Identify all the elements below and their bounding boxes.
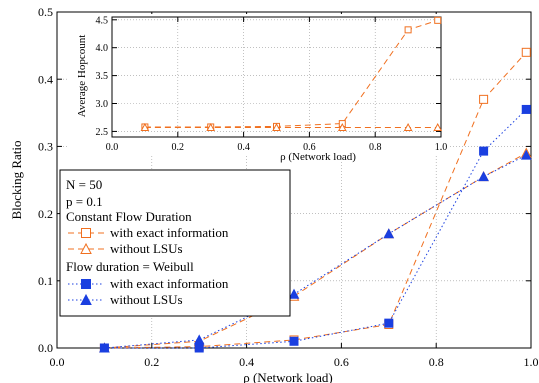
legend-entry-weib-nolsu: without LSUs bbox=[110, 292, 183, 307]
x-tick-label: 1.0 bbox=[435, 142, 448, 153]
data-point bbox=[521, 47, 531, 57]
y-tick-label: 0.1 bbox=[38, 274, 53, 288]
x-tick-label: 0.4 bbox=[239, 355, 254, 369]
data-point bbox=[99, 342, 110, 353]
series-line bbox=[104, 154, 527, 349]
inset-ticks: 0.0 0.2 0.4 0.6 0.8 1.0 2.5 3.0 3.5 4.0 4.5 bbox=[96, 15, 448, 153]
y-tick-label: 2.5 bbox=[96, 127, 109, 138]
inset-panel bbox=[68, 14, 448, 156]
x-tick-label: 0.8 bbox=[429, 355, 444, 369]
inset-plot-frame bbox=[111, 16, 442, 138]
legend-group-constant: Constant Flow Duration bbox=[66, 209, 192, 224]
data-point bbox=[337, 122, 347, 132]
inset-y-axis-label: Average Hopcount bbox=[76, 35, 88, 118]
data-point bbox=[521, 104, 531, 114]
data-point bbox=[479, 146, 489, 156]
data-point bbox=[193, 334, 205, 345]
data-point bbox=[434, 16, 442, 24]
y-tick-label: 0.3 bbox=[38, 140, 53, 154]
main-y-axis-label: Blocking Ratio bbox=[9, 140, 24, 219]
legend-group-weibull: Flow duration = Weibull bbox=[66, 259, 194, 274]
x-tick-label: 0.0 bbox=[106, 142, 119, 153]
main-series bbox=[99, 47, 532, 353]
data-point bbox=[479, 94, 489, 104]
data-point bbox=[478, 171, 489, 182]
data-point bbox=[520, 149, 532, 160]
series-line bbox=[104, 109, 527, 349]
main-plot-frame bbox=[56, 11, 532, 349]
legend-entry-weib-exact: with exact information bbox=[110, 276, 229, 291]
data-point bbox=[403, 122, 413, 132]
x-tick-label: 1.0 bbox=[524, 355, 539, 369]
x-tick-label: 0.6 bbox=[334, 355, 349, 369]
data-point bbox=[384, 318, 394, 328]
data-point bbox=[272, 122, 281, 132]
legend-swatch-marker bbox=[81, 228, 91, 238]
legend-swatch-marker bbox=[80, 242, 92, 254]
y-tick-label: 0.0 bbox=[38, 341, 53, 355]
y-tick-label: 4.5 bbox=[96, 15, 109, 26]
y-tick-label: 0.4 bbox=[38, 72, 53, 86]
y-tick-label: 3.0 bbox=[96, 99, 109, 110]
legend-line-n: N = 50 bbox=[66, 177, 102, 192]
data-point bbox=[140, 122, 150, 132]
legend-entry-const-nolsu: without LSUs bbox=[110, 241, 183, 256]
inset-series bbox=[140, 16, 443, 132]
inset-grid bbox=[112, 17, 441, 137]
legend-swatch-marker bbox=[81, 279, 91, 289]
data-point bbox=[404, 26, 412, 34]
data-point bbox=[433, 122, 443, 132]
x-tick-label: 0.0 bbox=[50, 355, 65, 369]
data-point bbox=[289, 336, 299, 346]
legend-entry-const-exact: with exact information bbox=[110, 225, 229, 240]
y-tick-label: 0.5 bbox=[38, 5, 53, 19]
data-point bbox=[383, 228, 395, 239]
main-x-axis-label: ρ (Network load) bbox=[243, 370, 333, 383]
x-tick-label: 0.2 bbox=[144, 355, 159, 369]
y-tick-label: 3.5 bbox=[96, 71, 109, 82]
y-tick-label: 4.0 bbox=[96, 43, 109, 54]
legend-line-p: p = 0.1 bbox=[66, 194, 103, 209]
x-tick-label: 0.4 bbox=[237, 142, 250, 153]
series-line bbox=[104, 152, 527, 349]
x-tick-label: 0.8 bbox=[369, 142, 382, 153]
inset-x-axis-label: ρ (Network load) bbox=[280, 151, 356, 163]
legend-swatch-marker bbox=[80, 293, 92, 305]
x-tick-label: 0.6 bbox=[303, 142, 316, 153]
y-tick-label: 0.2 bbox=[38, 207, 53, 221]
data-point bbox=[288, 288, 300, 299]
data-point bbox=[194, 343, 204, 353]
data-point bbox=[206, 122, 216, 132]
series-line bbox=[144, 19, 438, 128]
legend-swatches bbox=[68, 228, 104, 305]
series-line bbox=[104, 51, 527, 349]
x-tick-label: 0.2 bbox=[172, 142, 185, 153]
legend-box bbox=[59, 169, 291, 317]
